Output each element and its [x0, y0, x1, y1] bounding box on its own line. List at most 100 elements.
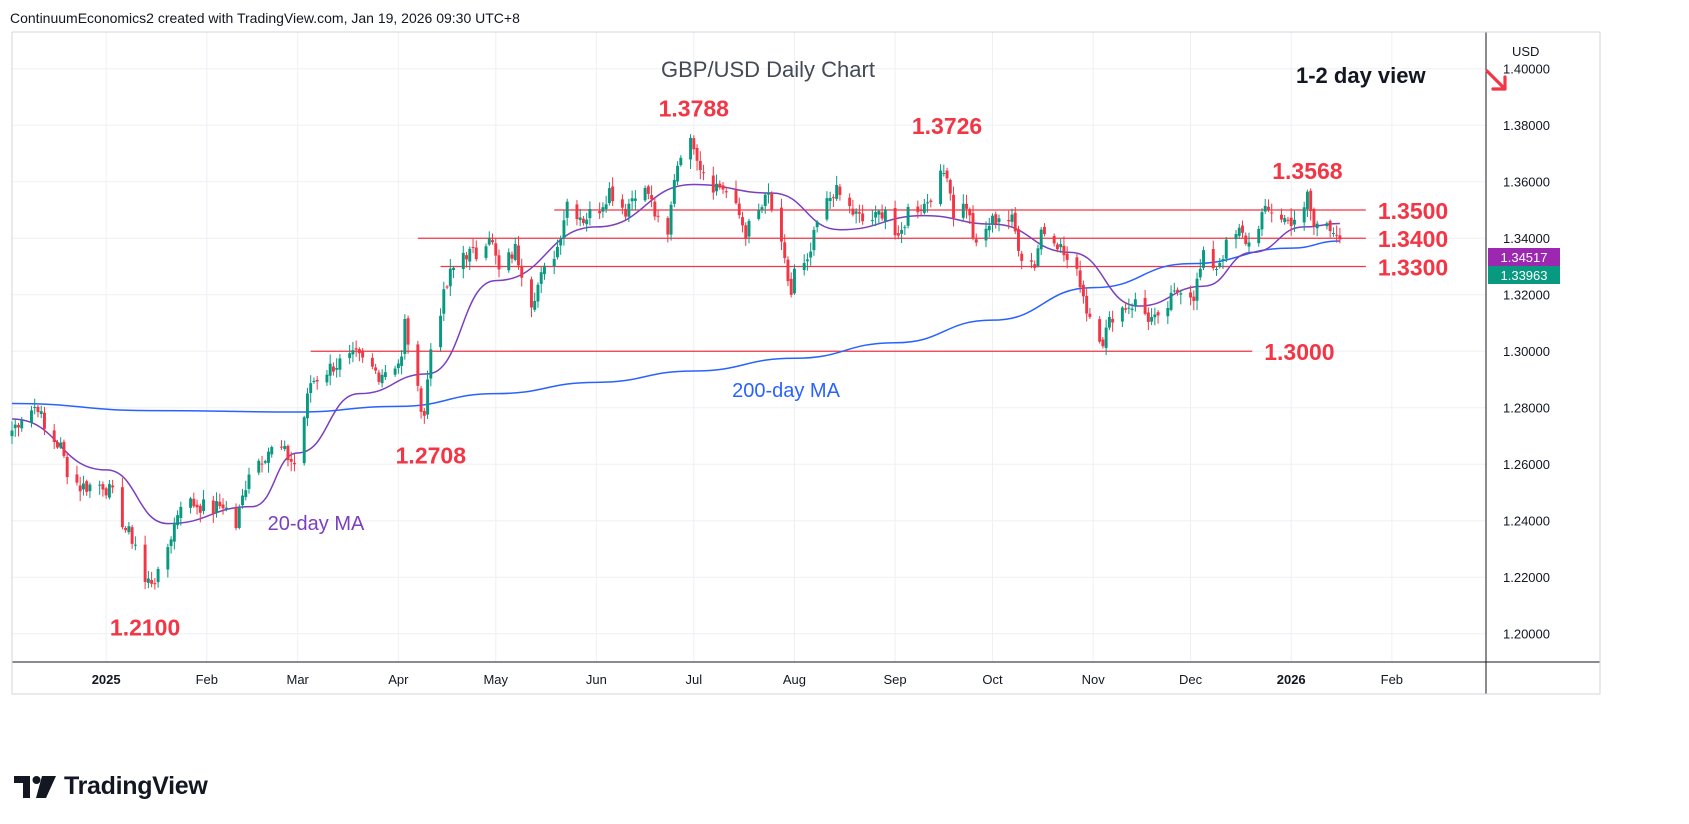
candle-down: [1078, 270, 1082, 288]
x-tick-label: 2025: [92, 672, 121, 687]
candle-up: [127, 526, 131, 533]
candle-down: [494, 243, 498, 256]
candle-down: [744, 225, 748, 240]
tradingview-brand[interactable]: TradingView: [14, 772, 208, 801]
candle-up: [987, 225, 991, 231]
y-tick-label: 1.26000: [1503, 457, 1550, 472]
candle-down: [695, 147, 699, 161]
candle-down: [929, 200, 933, 203]
candle-up: [335, 368, 339, 370]
price-badge: [1488, 266, 1560, 284]
candle-up: [1202, 250, 1205, 268]
candle-up: [1325, 223, 1329, 227]
x-tick-label: Oct: [982, 672, 1003, 687]
candle-down: [974, 239, 978, 243]
candle-down: [1309, 190, 1313, 211]
candle-down: [611, 186, 615, 202]
y-tick-label: 1.34000: [1503, 231, 1550, 246]
candle-up: [88, 484, 92, 492]
candle-down: [734, 190, 738, 204]
candle-down: [1192, 296, 1196, 301]
candle-up: [237, 507, 241, 528]
candle-up: [176, 515, 180, 526]
chart-title: GBP/USD Daily Chart: [661, 57, 875, 82]
candle-down: [1244, 235, 1248, 244]
x-tick-label: Jun: [586, 672, 607, 687]
candle-up: [815, 221, 819, 228]
candle-up: [429, 349, 433, 379]
candle-down: [1279, 214, 1283, 220]
candle-up: [679, 157, 683, 166]
candle-up: [1215, 268, 1218, 270]
candle-up: [922, 203, 926, 213]
candle-up: [189, 498, 193, 508]
candle-down: [192, 498, 196, 507]
candle-up: [607, 188, 611, 204]
candle-up: [513, 243, 517, 260]
candle-up: [267, 451, 270, 463]
candle-up: [1195, 278, 1199, 301]
candle-up: [747, 220, 751, 237]
candle-down: [1111, 318, 1115, 323]
candle-up: [396, 363, 400, 369]
candle-up: [439, 315, 443, 348]
y-tick-label: 1.36000: [1503, 175, 1550, 190]
candle-up: [202, 499, 206, 512]
candle-up: [59, 442, 63, 448]
candle-down: [857, 212, 861, 214]
candle-down: [848, 197, 852, 206]
candle-down: [896, 233, 900, 236]
candle-up: [939, 170, 943, 205]
candle-up: [689, 137, 693, 160]
candle-down: [880, 212, 884, 219]
candle-down: [624, 209, 628, 217]
candle-down: [893, 207, 897, 236]
candle-down: [598, 211, 602, 214]
candle-down: [656, 215, 660, 217]
candle-up: [767, 192, 770, 195]
candle-up: [578, 217, 582, 220]
x-tick-label: Dec: [1179, 672, 1203, 687]
candle-up: [166, 547, 170, 570]
candle-up: [757, 210, 761, 220]
candle-down: [78, 485, 82, 492]
candle-up: [1059, 244, 1063, 248]
candle-down: [530, 279, 533, 308]
candle-down: [289, 458, 293, 462]
level-label: 1.3000: [1264, 339, 1334, 365]
candle-up: [588, 209, 592, 219]
candle-up: [906, 206, 910, 226]
candle-up: [991, 215, 994, 225]
candle-down: [965, 203, 968, 209]
candle-up: [156, 569, 160, 583]
candle-down: [666, 218, 670, 235]
candle-down: [1146, 312, 1150, 322]
candle-up: [257, 460, 261, 473]
candle-down: [331, 366, 335, 372]
candle-down: [692, 138, 696, 150]
candle-up: [1305, 191, 1309, 210]
candle-up: [669, 204, 673, 235]
candle-down: [1017, 229, 1020, 251]
candle-down: [1328, 220, 1332, 232]
candle-down: [124, 528, 128, 531]
candle-up: [241, 495, 244, 506]
candle-up: [383, 372, 387, 378]
candle-up: [507, 252, 511, 271]
candle-up: [10, 430, 14, 437]
candle-up: [536, 284, 540, 302]
candle-up: [107, 484, 111, 498]
candle-down: [861, 213, 865, 222]
candle-up: [760, 207, 764, 210]
extreme-label: 1.3726: [912, 113, 982, 139]
candle-up: [263, 461, 267, 463]
candle-down: [370, 357, 374, 367]
candle-up: [533, 300, 537, 310]
candle-down: [851, 208, 855, 215]
candle-down: [770, 193, 774, 210]
y-tick-label: 1.32000: [1503, 288, 1550, 303]
ma-label-20: 20-day MA: [268, 513, 365, 535]
candle-up: [874, 211, 878, 218]
candle-down: [120, 487, 124, 528]
